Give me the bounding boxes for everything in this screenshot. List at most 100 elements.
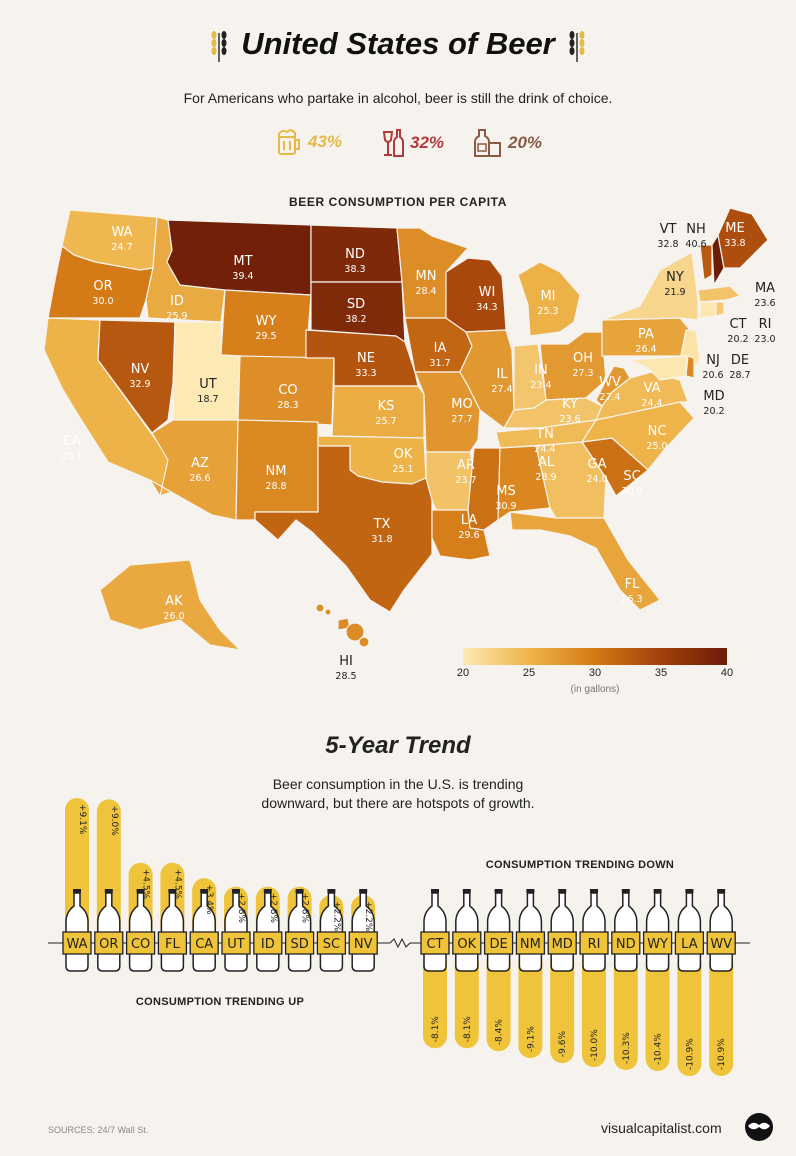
trend-up-bar: +2.2% SC [316,889,347,972]
trend-down-bar: -10.0% RI [579,889,609,1068]
state-ny [601,251,699,321]
trend-up-bar: +9.0% OR [94,799,124,972]
state-value-label: 38.3 [344,264,365,275]
state-abbr-label: AR [457,458,475,473]
brand-link[interactable]: visualcapitalist.com [601,1120,722,1136]
trend-up-state: SC [323,937,340,952]
trend-down-state: WV [710,937,732,952]
trend-up-value: +2.8% [300,893,310,924]
state-abbr-label: WA [111,225,132,240]
state-il [459,329,515,429]
state-hi-island [345,622,365,642]
trend-up-state: SD [290,937,308,952]
trend-down-bar: -9.1% NM [515,889,546,1059]
state-tx [254,445,433,613]
trend-down-value: -9.1% [526,1026,536,1053]
state-de [685,355,695,379]
wine-share: 32% [382,128,444,158]
trend-up-value: +2.2% [331,901,341,932]
state-hi-island [324,608,332,616]
trend-up-bar: +4.5% CO [125,862,156,972]
state-abbr-label: CO [278,383,297,398]
trend-down-bar: -10.3% ND [611,889,641,1071]
trend-up-state: ID [261,937,275,952]
trend-down-state: WY [647,937,668,952]
legend-gradient-bar [463,648,727,665]
trend-up-value: +2.8% [268,893,278,924]
beer-bottle-icon [674,889,705,972]
trend-up-value: +2.8% [236,893,246,924]
state-value-label: 24.4 [534,444,555,455]
visual-capitalist-logo-icon [745,1113,773,1141]
state-al [497,445,551,521]
state-abbr-label: IA [434,341,447,356]
state-abbr-label: MT [233,254,252,269]
state-value-label: 25.1 [392,464,413,475]
state-value-label: 28.5 [335,671,356,682]
state-abbr-label: NJ [706,353,720,368]
state-value-label: 26.4 [635,344,656,355]
state-md [629,355,687,381]
state-value-label: 31.8 [371,534,392,545]
trend-up-bar: +2.2% NV [348,889,378,972]
state-me [717,207,769,269]
state-value-label: 24.7 [111,242,132,253]
state-value-label: 30.0 [92,296,113,307]
beer-bottle-icon [62,889,92,972]
state-value-label: 28.9 [535,472,556,483]
beer-bottle-icon [157,889,188,972]
beer-bottle-icon [515,889,546,972]
trend-down-value: -8.1% [463,1016,473,1043]
title-text: United States of Beer [241,26,555,61]
trend-down-bar: -10.9% WV [706,889,736,1076]
trend-up-state: CA [195,937,213,952]
state-ri [715,301,725,317]
trend-chart: +9.1% WA +9.0% OR +4.5% CO +4.5% FL +3.4% CA +2.8%… [48,798,750,1076]
state-hi-island [315,603,325,613]
state-abbr-label: WY [256,314,277,329]
trend-down-value: -10.3% [622,1032,632,1064]
state-abbr-label: SD [347,297,365,312]
trend-down-bar: -8.4% DE [483,889,514,1052]
wine-share-value: 32% [410,133,445,152]
state-abbr-label: CA [63,434,81,449]
beer-bottle-icon [253,889,283,972]
state-value-label: 31.7 [429,358,450,369]
state-value-label: 23.6 [754,298,775,309]
trend-down-bar: -10.4% WY [642,889,673,1072]
state-value-label: 27.4 [491,384,512,395]
state-abbr-label: ND [345,247,365,262]
state-abbr-label: ME [725,221,744,236]
trend-up-value: +4.5% [141,869,151,900]
state-abbr-label: KY [562,397,578,412]
state-value-label: 23.6 [559,414,580,425]
trend-down-value: -9.6% [558,1031,568,1058]
state-abbr-label: UT [199,377,217,392]
trend-up-state: UT [227,937,245,952]
legend-tick: 35 [654,667,668,679]
trend-up-bar: +9.1% WA [62,798,92,972]
state-abbr-label: NC [648,424,667,439]
state-abbr-label: AK [165,594,183,609]
state-ak [99,559,241,651]
state-abbr-label: AL [538,455,555,470]
wheat-icon [569,30,585,62]
state-value-label: 26.6 [189,473,210,484]
trend-down-state: MD [552,937,573,952]
state-value-label: 25.7 [375,416,396,427]
state-abbr-label: HI [339,654,353,669]
state-value-label: 30.9 [495,501,516,512]
legend-unit: (in gallons) [570,684,620,695]
trend-down-value: -8.4% [495,1019,505,1046]
state-abbr-label: AZ [191,456,209,471]
state-abbr-label: GA [588,457,607,472]
trend-up-value: +9.0% [109,805,119,836]
us-beer-map: WA 24.7 OR 30.0 CA 25.1 NV 32.9 ID 25.9 MT 39.4 WY 29… [43,207,776,682]
state-abbr-label: IL [496,367,508,382]
state-value-label: 25.3 [537,306,558,317]
state-value-label: 34.3 [476,302,497,313]
state-value-label: 40.6 [685,239,706,250]
liquor-icon [474,129,501,157]
trend-up-state: FL [165,937,180,952]
trend-up-state: OR [99,937,118,952]
